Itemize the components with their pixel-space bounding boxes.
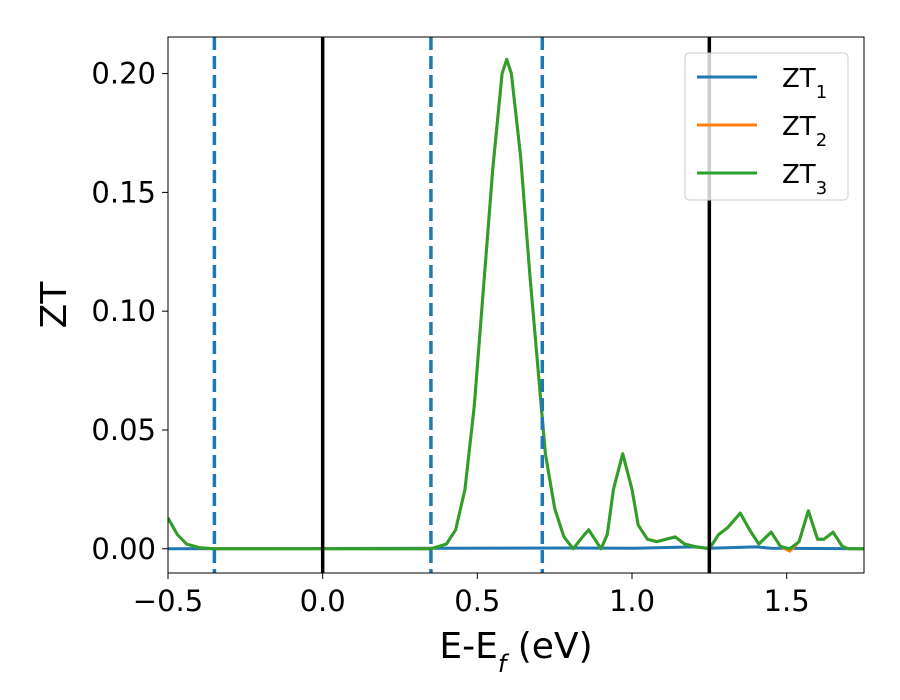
x-axis-label: E-Ef (eV): [439, 626, 592, 678]
y-tick-label: 0.05: [91, 413, 156, 447]
series-line-zt3: [168, 57, 864, 551]
x-tick-label: 0.5: [454, 584, 500, 618]
x-tick-label: −0.5: [133, 584, 203, 618]
y-tick-label: 0.15: [91, 175, 156, 209]
legend-box: [684, 52, 849, 201]
y-axis-label: ZT: [34, 281, 75, 329]
axes-frame: [167, 36, 865, 574]
y-tick-label: 0.00: [91, 532, 156, 566]
x-tick-label: 1.5: [764, 584, 810, 618]
y-tick-label: 0.10: [91, 294, 156, 328]
y-tick-label: 0.20: [91, 57, 156, 91]
x-tick-label: 0.0: [300, 584, 346, 618]
x-tick-label: 1.0: [609, 584, 655, 618]
